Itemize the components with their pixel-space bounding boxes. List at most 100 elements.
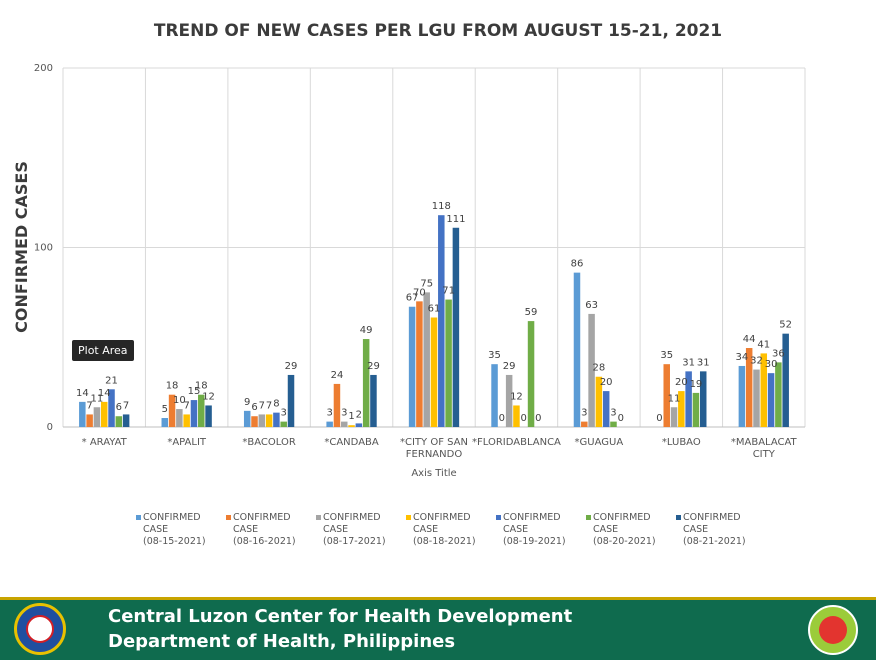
data-label: 41	[757, 339, 770, 350]
legend-entry: (08-21-2021)	[683, 536, 746, 547]
bar	[190, 400, 198, 427]
data-label: 35	[660, 350, 673, 361]
y-axis-title: CONFIRMED CASES	[12, 161, 31, 333]
data-label: 9	[244, 397, 250, 408]
data-label: 29	[503, 361, 516, 372]
footer-banner: Central Luzon Center for Health Developm…	[0, 597, 876, 660]
chart-area: TREND OF NEW CASES PER LGU FROM AUGUST 1…	[12, 21, 806, 547]
footer-department: Department of Health, Philippines	[108, 631, 456, 652]
data-label: 36	[772, 348, 785, 359]
x-tick-label: *BACOLOR	[242, 437, 295, 448]
data-label: 31	[697, 357, 710, 368]
x-tick-label: *GUAGUA	[575, 437, 624, 448]
legend-entry: CONFIRMED	[683, 512, 741, 523]
data-label: 11	[668, 393, 681, 404]
x-tick-label: * ARAYAT	[82, 437, 128, 448]
data-label: 6	[116, 402, 122, 413]
bar	[573, 272, 581, 427]
legend-swatch	[226, 515, 231, 520]
bar	[205, 405, 212, 427]
data-label: 59	[525, 307, 538, 318]
x-tick-label: FERNANDO	[406, 449, 463, 460]
bar	[595, 376, 603, 427]
legend-entry: (08-15-2021)	[143, 536, 206, 547]
data-label: 71	[442, 286, 455, 297]
data-label: 5	[162, 404, 168, 415]
bar	[258, 414, 266, 427]
data-label: 52	[779, 320, 792, 331]
bar	[678, 391, 685, 427]
bar	[430, 317, 438, 427]
data-label: 3	[581, 408, 587, 419]
data-label: 19	[690, 379, 703, 390]
data-label: 3	[281, 408, 287, 419]
data-label: 63	[585, 300, 598, 311]
data-label: 44	[743, 334, 756, 345]
data-label: 3	[326, 408, 332, 419]
legend-entry: CASE	[143, 524, 168, 535]
legend-entry: CONFIRMED	[233, 512, 291, 523]
data-label: 61	[428, 304, 441, 315]
data-label: 32	[750, 356, 763, 367]
legend-entry: CONFIRMED	[413, 512, 471, 523]
bar	[767, 373, 775, 427]
philippine-doh-seal-icon	[14, 603, 66, 655]
data-label: 14	[76, 388, 89, 399]
data-label: 30	[765, 359, 778, 370]
bar	[333, 383, 341, 427]
data-label: 11	[91, 393, 104, 404]
bar	[341, 421, 348, 427]
bar	[355, 423, 363, 427]
bar	[760, 353, 768, 427]
bar	[183, 414, 190, 427]
data-label: 31	[682, 357, 695, 368]
data-label: 15	[188, 386, 201, 397]
data-label: 75	[420, 278, 433, 289]
data-label: 14	[98, 388, 111, 399]
bar	[243, 410, 251, 427]
bar	[602, 391, 610, 427]
bar	[161, 418, 169, 427]
bar	[348, 425, 355, 427]
bar	[782, 333, 789, 427]
bar	[122, 414, 130, 427]
bar	[251, 416, 258, 427]
data-label: 0	[535, 413, 541, 424]
bar	[513, 405, 520, 427]
legend-entry: CONFIRMED	[593, 512, 651, 523]
bar	[692, 392, 700, 427]
bar	[588, 313, 595, 427]
legend-swatch	[136, 515, 141, 520]
legend-swatch	[406, 515, 411, 520]
data-label: 1	[348, 411, 354, 422]
data-label: 34	[736, 352, 749, 363]
data-label: 3	[341, 408, 347, 419]
data-label: 7	[266, 400, 272, 411]
data-label: 29	[367, 361, 380, 372]
data-label: 0	[499, 413, 505, 424]
data-label: 6	[251, 402, 257, 413]
legend-entry: CONFIRMED	[143, 512, 201, 523]
bar	[445, 299, 452, 427]
data-label: 20	[675, 377, 688, 388]
bar-chart: TREND OF NEW CASES PER LGU FROM AUGUST 1…	[12, 21, 806, 547]
bar	[670, 407, 678, 427]
bar	[438, 215, 445, 427]
bar	[93, 407, 101, 427]
x-tick-label: CITY	[753, 449, 776, 460]
legend-entry: CONFIRMED	[503, 512, 561, 523]
legend-swatch	[496, 515, 501, 520]
bar	[685, 371, 692, 427]
x-tick-label: *FLORIDABLANCA	[472, 437, 561, 448]
data-label: 20	[600, 377, 613, 388]
bar	[287, 374, 295, 427]
bar	[79, 401, 86, 427]
legend-entry: (08-18-2021)	[413, 536, 476, 547]
data-label: 118	[432, 201, 451, 212]
legend-entry: CASE	[593, 524, 618, 535]
bar	[745, 348, 753, 427]
data-label: 10	[173, 395, 186, 406]
bar	[610, 421, 617, 427]
bar	[416, 301, 423, 427]
